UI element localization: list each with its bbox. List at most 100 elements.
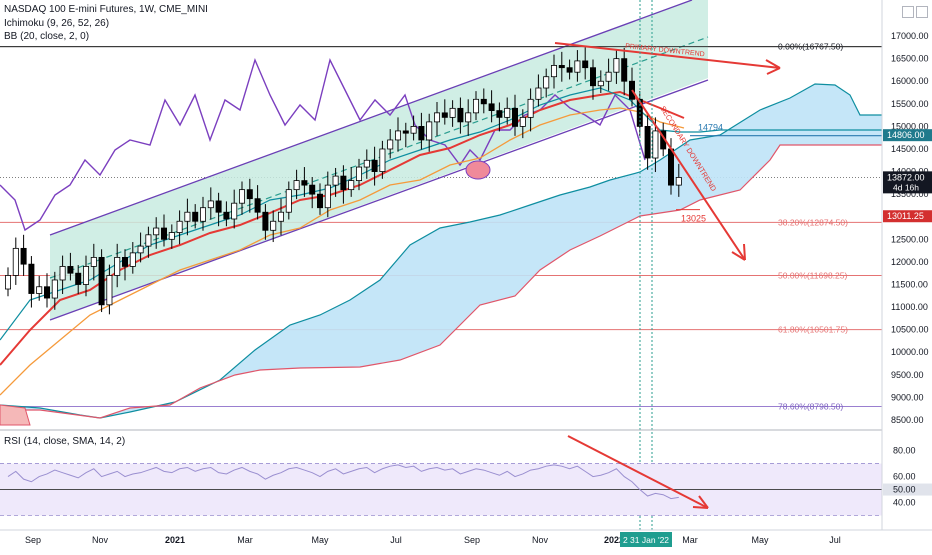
time-tick-label: Nov — [532, 535, 549, 545]
candle-body — [480, 98, 487, 105]
candle-body — [160, 227, 167, 240]
candle-body — [348, 180, 355, 191]
candle-body — [36, 286, 43, 294]
time-tick-label: Mar — [237, 535, 253, 545]
price-tick-label: 14500.00 — [891, 144, 929, 154]
candle-body — [558, 65, 565, 69]
time-tick-label: 2022 — [604, 535, 624, 545]
candle-body — [277, 211, 284, 222]
candle-body — [122, 256, 129, 267]
price-scale-settings-icon[interactable] — [902, 6, 914, 18]
price-tick-label: 17000.00 — [891, 31, 929, 41]
time-tick-label: Jul — [390, 535, 402, 545]
candle-body — [168, 232, 175, 240]
time-tick-label: Mar — [682, 535, 698, 545]
price-tick-label: 15500.00 — [891, 99, 929, 109]
ichimoku-cloud — [0, 83, 882, 426]
candle-body — [675, 177, 682, 186]
candle-body — [387, 139, 394, 150]
candle-body — [402, 130, 409, 134]
candle-body — [488, 103, 495, 111]
symbol-legend: NASDAQ 100 E-mini Futures, 1W, CME_MINI — [4, 4, 208, 15]
candle-body — [301, 180, 308, 186]
candle-body — [394, 130, 401, 141]
candle-body — [472, 98, 479, 114]
candle-body — [12, 247, 19, 276]
pane-maximize-icon[interactable] — [916, 6, 928, 18]
candle-body — [5, 275, 11, 290]
candle-body — [153, 227, 160, 236]
candle-body — [215, 200, 222, 213]
rsi-tick-label: 80.00 — [893, 446, 916, 456]
fib-label: 50.00%(11698.25) — [778, 271, 847, 281]
candle-body — [410, 126, 417, 134]
candle-body — [621, 58, 628, 82]
candle-body — [574, 60, 581, 73]
price-tick-label: 9500.00 — [891, 370, 924, 380]
ichimoku-legend: Ichimoku (9, 26, 52, 26) — [4, 18, 110, 29]
candle-body — [137, 245, 144, 254]
kijun-badge — [883, 129, 932, 142]
senkou-b-line — [0, 144, 882, 419]
candle-body — [519, 116, 526, 127]
candle-body — [316, 193, 323, 209]
candle-body — [668, 148, 675, 186]
candle-body — [309, 184, 316, 195]
candle-body — [44, 286, 51, 299]
candles — [5, 47, 682, 315]
crosshair-time-label: 2 31 Jan '22 — [623, 535, 669, 545]
rsi-tick-label: 40.00 — [893, 498, 916, 508]
rsi-line — [7, 464, 679, 500]
candle-body — [207, 200, 214, 209]
highlight-ellipse — [465, 160, 491, 180]
rsi-mid-badge — [883, 483, 932, 496]
candle-body — [262, 211, 269, 231]
candle-body — [145, 234, 152, 247]
candle-body — [543, 76, 550, 89]
price-tick-label: 10000.00 — [891, 347, 929, 357]
fib-label: 78.60%(8798.50) — [778, 402, 843, 412]
current-price-label: 13872.00 — [887, 172, 925, 182]
time-tick-label: 2021 — [165, 535, 185, 545]
price-tick-label: 15000.00 — [891, 121, 929, 131]
support-badge-label: 13011.25 — [887, 211, 924, 221]
price-axis-bg — [882, 0, 932, 550]
fib-label: 61.80%(10501.75) — [778, 325, 848, 335]
candle-body — [582, 60, 589, 69]
time-tick-label: Jul — [829, 535, 841, 545]
rsi-pane — [0, 429, 932, 516]
fib-label: 38.20%(12874.50) — [778, 217, 848, 227]
price-tick-label: 12500.00 — [891, 234, 929, 244]
candle-body — [114, 256, 121, 276]
bb-lower-line — [0, 107, 685, 396]
candle-body — [418, 126, 425, 141]
candle-body — [20, 247, 27, 265]
price-tick-label: 8500.00 — [891, 415, 924, 425]
candle-body — [51, 279, 58, 299]
candle-body — [75, 272, 82, 285]
time-tick-label: Sep — [25, 535, 41, 545]
rsi-arrow — [567, 435, 709, 509]
candle-body — [67, 266, 74, 274]
candle-body — [363, 159, 370, 168]
price-tick-label: 11500.00 — [891, 279, 928, 289]
candle-body — [238, 189, 245, 204]
candle-body — [129, 252, 136, 267]
rsi-tick-label: 60.00 — [893, 472, 916, 482]
price-tick-label: 16000.00 — [891, 76, 929, 86]
candle-body — [324, 184, 331, 209]
candle-body — [566, 67, 573, 73]
candle-body — [355, 166, 362, 182]
candle-body — [379, 148, 386, 172]
price-tick-label: 13500.00 — [891, 189, 929, 199]
candle-body — [199, 207, 206, 222]
candle-body — [512, 107, 519, 127]
candle-body — [246, 189, 253, 200]
candle-body — [371, 159, 378, 172]
primary-arrowhead — [765, 59, 781, 75]
kijun-badge-label: 14806.00 — [887, 130, 925, 140]
candle-body — [340, 175, 347, 191]
